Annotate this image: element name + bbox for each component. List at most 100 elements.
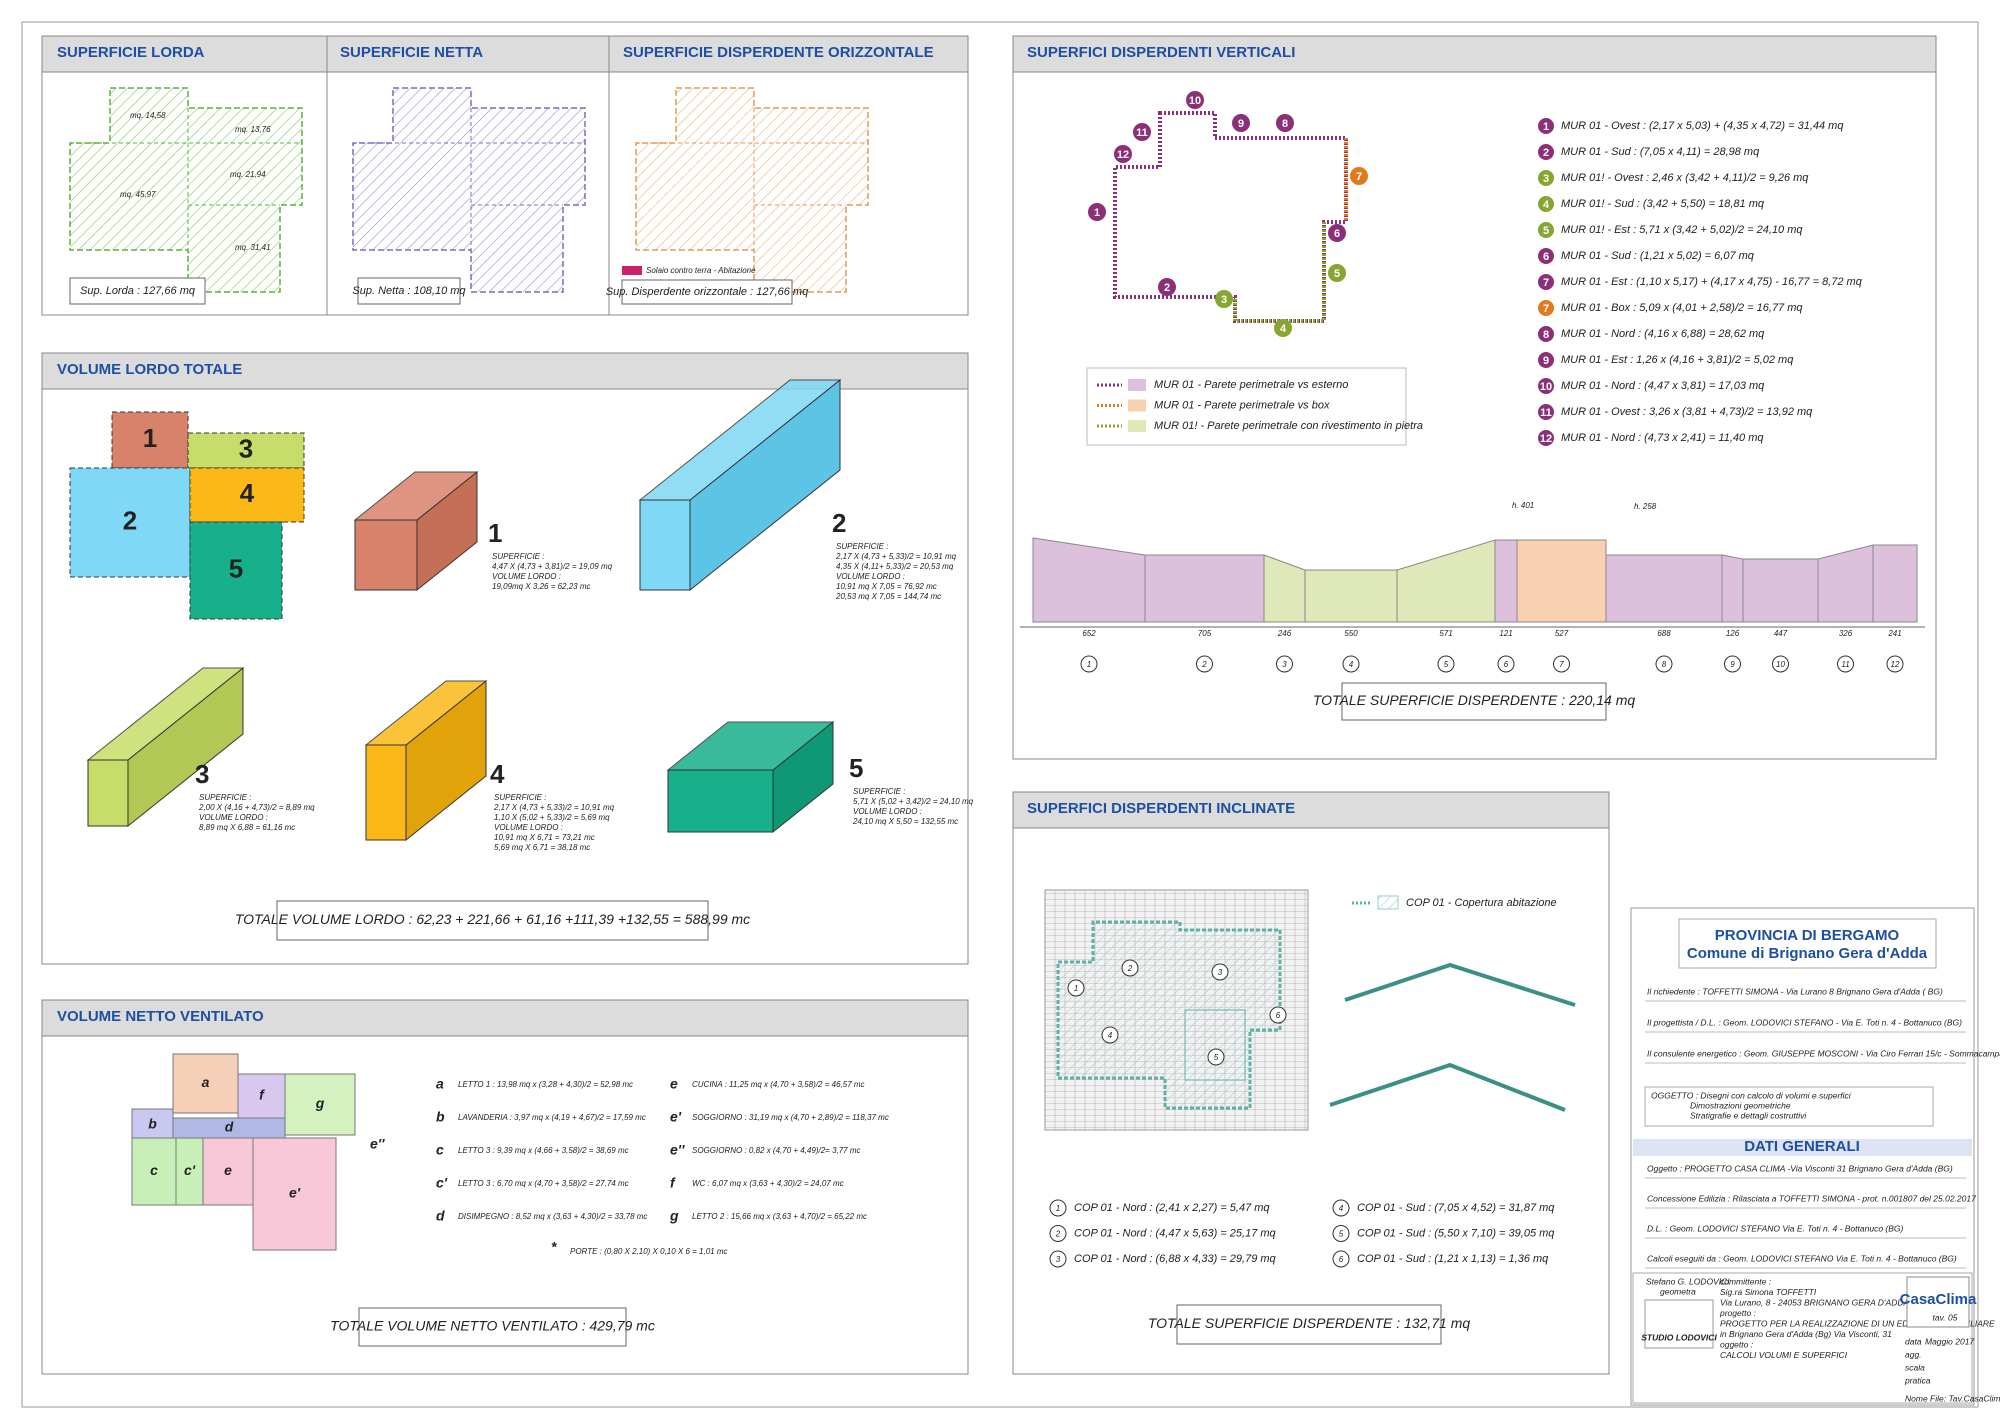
room-label: c — [150, 1162, 158, 1178]
elevation-marker — [1437, 655, 1455, 673]
plan-marker-number: 6 — [1334, 228, 1340, 240]
volume-calc: 10,91 mq X 7,05 = 76,92 mc — [836, 582, 937, 591]
room-label: a — [202, 1074, 210, 1090]
roof-marker — [1211, 963, 1229, 981]
elevation-marker — [1497, 655, 1515, 673]
room-key: e — [670, 1076, 678, 1092]
volume-calc: 4,35 X (4,11+ 5,33)/2 = 20,53 mq — [836, 562, 954, 571]
volume-calc: 19,09mq X 3,26 = 62,23 mc — [492, 582, 591, 591]
plan-marker — [1133, 123, 1151, 141]
room — [237, 1073, 286, 1119]
block-number: 1 — [143, 423, 157, 453]
area-label: mq. 45,97 — [120, 190, 156, 199]
stamp — [1632, 1272, 1973, 1404]
plan-marker — [1350, 167, 1368, 185]
elevation-wall — [1494, 539, 1518, 623]
room-key: a — [436, 1076, 444, 1092]
elevation-wall — [1516, 539, 1607, 623]
elevation-dim: 705 — [1198, 629, 1212, 638]
list-marker — [1538, 170, 1554, 186]
stamp-line: committente : — [1720, 1276, 1772, 1286]
plan-marker — [1114, 145, 1132, 163]
list-marker — [1538, 404, 1554, 420]
room-key: g — [669, 1208, 679, 1224]
total-box — [357, 277, 461, 305]
room-calc: LETTO 1 : 13,98 mq x (3,28 + 4,30)/2 = 5… — [458, 1080, 633, 1089]
room-calc: SOGGIORNO : 31,19 mq x (4,70 + 2,89)/2 =… — [692, 1113, 889, 1122]
door-calc: PORTE : (0,80 X 2,10) X 0,10 X 6 = 1,01 … — [570, 1247, 728, 1256]
total-text: Sup. Disperdente orizzontale : 127,66 mq — [606, 286, 809, 298]
roof-marker-number: 3 — [1218, 968, 1223, 977]
area-label: mq. 21,94 — [230, 170, 266, 179]
panel-header — [41, 999, 969, 1037]
list-marker — [1538, 326, 1554, 342]
total-text: TOTALE VOLUME NETTO VENTILATO : 429,79 m… — [330, 1318, 655, 1334]
brand: CasaClima — [1900, 1291, 1977, 1308]
stamp-line: progetto : — [1719, 1308, 1757, 1318]
elevation-dim: 126 — [1726, 629, 1740, 638]
panel-title: SUPERFICI DISPERDENTI INCLINATE — [1027, 800, 1295, 817]
roof-calc: COP 01 - Nord : (6,88 x 4,33) = 29,79 mq — [1074, 1253, 1277, 1265]
wall-calc: MUR 01! - Sud : (3,42 + 5,50) = 18,81 mq — [1561, 198, 1765, 210]
elevation-marker — [1276, 655, 1293, 673]
file-name: Nome File: Tav.CasaClima.dwg — [1905, 1393, 2000, 1403]
wall-calc: MUR 01 - Sud : (7,05 x 4,11) = 28,98 mq — [1561, 146, 1760, 158]
plan-marker-number: 7 — [1356, 171, 1362, 183]
elevation-number: 1 — [1087, 660, 1091, 669]
room-calc: SOGGIORNO : 0,82 x (4,70 + 4,49)/2= 3,77… — [692, 1146, 861, 1155]
elevation-dim: 246 — [1277, 629, 1292, 638]
panel-title: SUPERFICIE DISPERDENTE ORIZZONTALE — [623, 44, 934, 61]
plan-marker — [1215, 290, 1233, 308]
roof-marker-number: 5 — [1214, 1053, 1219, 1062]
plan-marker-number: 1 — [1094, 207, 1100, 219]
meta: Maggio 2017 — [1925, 1336, 1974, 1346]
roof-calc: COP 01 - Nord : (2,41 x 2,27) = 5,47 mq — [1074, 1202, 1270, 1214]
total-box — [1341, 682, 1607, 721]
list-marker-number: 3 — [1056, 1255, 1061, 1264]
volume-number: 4 — [490, 759, 505, 789]
total-box — [276, 900, 709, 941]
elevation-marker — [1553, 655, 1570, 673]
legend-text: MUR 01 - Parete perimetrale vs esterno — [1154, 379, 1348, 391]
list-marker-number: 2 — [1543, 147, 1549, 159]
room-calc: CUCINA : 11,25 mq x (4,70 + 3,58)/2 = 46… — [692, 1080, 865, 1089]
height-label: h. 258 — [1634, 502, 1657, 511]
legend-swatch — [1128, 420, 1146, 432]
roof-calc: COP 01 - Sud : (7,05 x 4,52) = 31,87 mq — [1357, 1202, 1555, 1214]
elevation-number: 4 — [1349, 660, 1354, 669]
block-number: 5 — [229, 553, 243, 583]
studio-logo-text: STUDIO LODOVICI — [1641, 1332, 1717, 1342]
elevation-number: 9 — [1730, 660, 1735, 669]
elevation-dim: 527 — [1555, 629, 1569, 638]
elevation-wall — [1872, 544, 1918, 623]
volume-number: 2 — [832, 508, 846, 538]
meta: agg. — [1905, 1349, 1922, 1359]
meta: scala — [1905, 1362, 1925, 1372]
volume-calc: 8,89 mq X 6,88 = 61,16 mc — [199, 823, 295, 832]
list-marker — [1332, 1225, 1350, 1242]
total-box — [358, 1307, 627, 1347]
elevation-marker — [1772, 655, 1789, 673]
block-number: 4 — [240, 478, 255, 508]
dati-line: D.L. : Geom. LODOVICI STEFANO Via E. Tot… — [1647, 1223, 1904, 1233]
plan-marker — [1328, 224, 1346, 242]
plan-marker-number: 12 — [1117, 149, 1129, 161]
elevation-wall — [1032, 537, 1146, 623]
wall-stone — [1233, 222, 1326, 323]
plan-marker — [1232, 114, 1250, 132]
total-text: TOTALE SUPERFICIE DISPERDENTE : 132,71 m… — [1148, 1315, 1471, 1331]
room-calc: WC : 6,07 mq x (3,63 + 4,30)/2 = 24,07 m… — [692, 1179, 844, 1188]
volume-calc: SUPERFICIE : — [853, 787, 905, 796]
plan-marker-number: 8 — [1282, 118, 1288, 130]
elevation-wall — [1721, 554, 1744, 623]
legend-text: COP 01 - Copertura abitazione — [1406, 897, 1557, 909]
list-marker — [1538, 144, 1554, 160]
roof-marker — [1207, 1048, 1225, 1066]
list-marker — [1538, 352, 1554, 368]
total-box — [621, 279, 793, 305]
list-marker — [1538, 196, 1554, 212]
volume-calc: VOLUME LORDO : — [836, 572, 905, 581]
plan-marker — [1274, 319, 1292, 337]
volume-calc: VOLUME LORDO : — [494, 823, 563, 832]
